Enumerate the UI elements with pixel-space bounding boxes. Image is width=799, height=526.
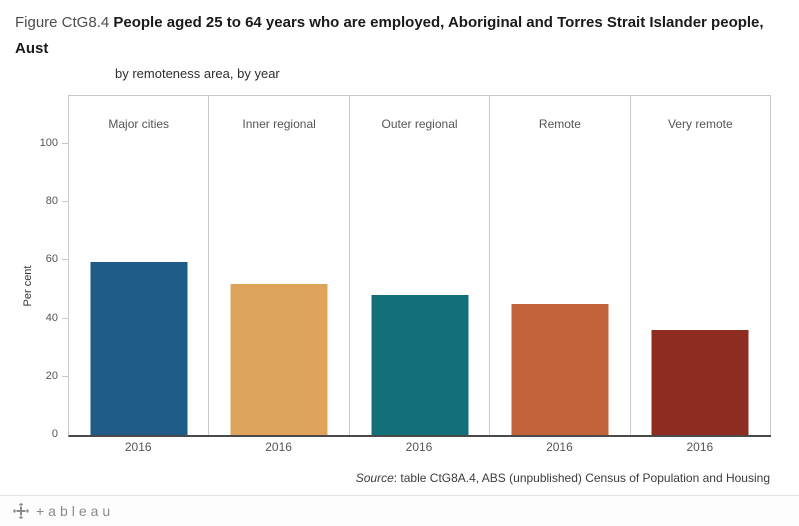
x-tick-label: 2016 <box>405 440 433 454</box>
y-tick-label: 60 <box>45 253 58 265</box>
bar-remote[interactable] <box>511 304 609 435</box>
y-tick-label: 0 <box>51 428 58 440</box>
x-axis-labels: 2016 2016 2016 2016 2016 <box>68 440 770 454</box>
bar-inner-regional[interactable] <box>230 283 328 435</box>
y-tick-mark <box>62 376 68 377</box>
x-tick-label: 2016 <box>546 440 573 454</box>
tableau-wordmark: +ableau <box>36 503 115 519</box>
chart-area: Major cities Inner regional Outer region… <box>68 95 772 437</box>
tableau-footer: +ableau <box>0 495 799 526</box>
y-tick-mark <box>62 259 68 260</box>
bar-major-cities[interactable] <box>90 261 188 435</box>
y-tick-label: 20 <box>45 370 58 382</box>
source-text: : table CtG8A.4, ABS (unpublished) Censu… <box>393 471 770 485</box>
panel-header-label: Major cities <box>108 117 170 131</box>
bar-outer-regional[interactable] <box>371 295 469 435</box>
panel-header-label: Remote <box>538 117 581 131</box>
panel-plot <box>350 138 489 435</box>
panel-inner-regional: Inner regional <box>209 96 350 435</box>
panel-header-label: Outer regional <box>381 117 458 131</box>
panel-outer-regional: Outer regional <box>350 96 491 435</box>
panel-plot <box>490 138 629 435</box>
y-tick-label: 40 <box>45 312 58 324</box>
y-tick-mark <box>62 318 68 319</box>
panel-plot <box>69 138 208 435</box>
source-prefix: Source <box>355 471 394 485</box>
figure-title: Figure CtG8.4 People aged 25 to 64 years… <box>15 10 787 62</box>
figure-subtitle: by remoteness area, by year <box>115 66 280 81</box>
x-tick-label: 2016 <box>124 440 152 454</box>
figure-title-main: People aged 25 to 64 years who are emplo… <box>15 14 764 57</box>
tableau-glyph-icon <box>13 503 29 519</box>
panel-major-cities: Major cities <box>69 96 210 435</box>
tableau-logo[interactable]: +ableau <box>13 503 114 519</box>
x-tick-label: 2016 <box>265 440 292 454</box>
panel-header-label: Inner regional <box>242 117 316 131</box>
panel-plot <box>631 138 770 435</box>
y-tick-label: 80 <box>45 195 58 207</box>
y-tick-label: 100 <box>39 137 58 149</box>
y-axis-title: Per cent <box>22 265 34 307</box>
panel-header-label: Very remote <box>667 117 733 131</box>
panel-remote: Remote <box>490 96 631 435</box>
y-tick-mark <box>62 201 68 202</box>
figure-number: Figure CtG8.4 <box>15 14 114 31</box>
source-note: Source: table CtG8A.4, ABS (unpublished)… <box>356 471 770 485</box>
panel-plot <box>209 138 348 435</box>
y-tick-mark <box>62 143 68 144</box>
x-tick-label: 2016 <box>686 440 714 454</box>
panel-very-remote: Very remote <box>631 96 772 435</box>
bar-very-remote[interactable] <box>651 330 749 435</box>
